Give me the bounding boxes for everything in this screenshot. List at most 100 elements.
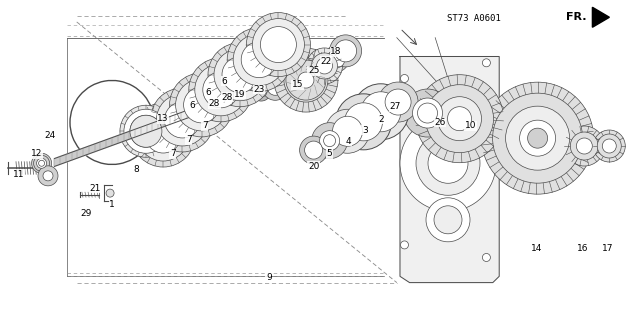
Circle shape (401, 241, 408, 249)
Circle shape (577, 138, 593, 154)
Circle shape (227, 28, 291, 92)
Text: 27: 27 (390, 102, 401, 111)
Circle shape (251, 81, 271, 101)
Circle shape (38, 166, 58, 186)
Circle shape (286, 60, 326, 100)
Text: 21: 21 (89, 184, 100, 193)
Circle shape (344, 103, 383, 141)
Polygon shape (54, 96, 227, 166)
Text: 7: 7 (170, 149, 175, 158)
Circle shape (124, 109, 168, 153)
Circle shape (602, 139, 616, 153)
Circle shape (570, 132, 598, 160)
Circle shape (305, 141, 323, 159)
Text: FR.: FR. (566, 12, 586, 22)
Circle shape (184, 87, 220, 123)
Circle shape (428, 143, 468, 183)
Text: 12: 12 (31, 149, 43, 158)
Text: 28: 28 (221, 93, 233, 102)
Circle shape (145, 117, 181, 153)
Circle shape (447, 107, 472, 131)
Circle shape (415, 75, 504, 163)
Circle shape (353, 84, 409, 140)
Circle shape (208, 43, 272, 107)
Text: 2: 2 (378, 115, 383, 124)
Polygon shape (593, 7, 609, 27)
Text: 18: 18 (330, 47, 342, 56)
Circle shape (164, 102, 200, 138)
Circle shape (400, 115, 496, 211)
Text: 26: 26 (435, 118, 446, 127)
Circle shape (426, 198, 470, 242)
Circle shape (131, 103, 195, 167)
Circle shape (246, 13, 310, 77)
Circle shape (378, 82, 418, 122)
Circle shape (36, 158, 47, 168)
Circle shape (222, 57, 258, 93)
Circle shape (298, 72, 314, 88)
Circle shape (312, 123, 348, 159)
Circle shape (120, 105, 172, 157)
Text: 24: 24 (44, 131, 56, 139)
Text: 7: 7 (186, 135, 191, 144)
Polygon shape (400, 57, 499, 283)
Circle shape (242, 87, 258, 103)
Circle shape (327, 50, 345, 68)
Text: 28: 28 (209, 99, 220, 108)
Text: 6: 6 (205, 88, 211, 97)
Circle shape (268, 79, 283, 95)
Circle shape (43, 171, 53, 181)
Circle shape (438, 97, 481, 141)
Circle shape (317, 58, 333, 74)
Circle shape (252, 19, 305, 71)
Text: 14: 14 (531, 244, 542, 252)
Circle shape (333, 116, 362, 146)
Circle shape (156, 94, 209, 146)
Text: 11: 11 (13, 170, 25, 179)
Text: 7: 7 (202, 121, 207, 130)
Circle shape (339, 44, 353, 58)
Text: 20: 20 (308, 162, 319, 171)
Circle shape (214, 49, 266, 101)
Text: 6: 6 (189, 101, 195, 110)
Circle shape (175, 79, 228, 131)
Text: 4: 4 (346, 137, 351, 146)
Circle shape (300, 136, 328, 164)
Circle shape (150, 88, 214, 152)
Text: 9: 9 (266, 273, 271, 282)
Circle shape (231, 91, 247, 107)
Text: 15: 15 (292, 80, 303, 89)
Circle shape (307, 48, 342, 84)
Text: 22: 22 (321, 57, 332, 66)
Text: 5: 5 (327, 149, 332, 158)
Circle shape (106, 189, 114, 197)
Circle shape (404, 89, 452, 137)
Circle shape (170, 73, 234, 137)
Circle shape (413, 98, 442, 128)
Text: 25: 25 (308, 66, 319, 75)
Text: ST73 A0601: ST73 A0601 (447, 14, 500, 23)
Circle shape (426, 85, 493, 153)
Text: 6: 6 (221, 77, 227, 85)
Circle shape (323, 46, 349, 72)
Circle shape (284, 58, 328, 102)
Circle shape (130, 115, 162, 147)
Circle shape (274, 48, 338, 112)
Circle shape (324, 135, 335, 147)
Circle shape (483, 59, 490, 67)
Circle shape (493, 93, 582, 183)
Circle shape (385, 89, 411, 115)
Circle shape (319, 131, 340, 151)
Circle shape (330, 35, 362, 67)
Circle shape (416, 131, 480, 195)
Text: 13: 13 (157, 114, 169, 123)
Circle shape (233, 34, 285, 86)
Circle shape (593, 130, 625, 162)
Text: 23: 23 (253, 85, 265, 94)
Circle shape (34, 155, 50, 171)
Text: 1: 1 (109, 200, 115, 208)
Circle shape (137, 109, 189, 161)
Circle shape (31, 153, 52, 173)
Text: 19: 19 (234, 90, 246, 99)
Circle shape (312, 53, 337, 79)
